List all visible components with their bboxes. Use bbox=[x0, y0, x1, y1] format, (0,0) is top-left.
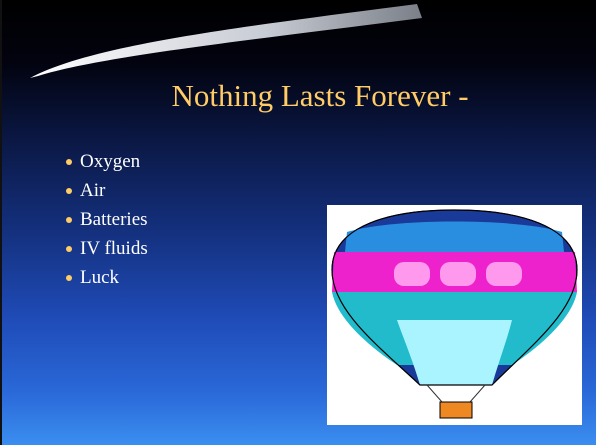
bullet-list: Oxygen Air Batteries IV fluids Luck bbox=[62, 147, 148, 292]
bullet-item: Batteries bbox=[62, 205, 148, 234]
bullet-item: Luck bbox=[62, 263, 148, 292]
bullet-item: IV fluids bbox=[62, 234, 148, 263]
swoosh bbox=[30, 4, 422, 78]
balloon-image bbox=[327, 205, 582, 425]
slide: Nothing Lasts Forever - Oxygen Air Batte… bbox=[0, 0, 596, 445]
bullet-item: Air bbox=[62, 176, 148, 205]
slide-title: Nothing Lasts Forever - bbox=[2, 78, 596, 114]
bullet-item: Oxygen bbox=[62, 147, 148, 176]
